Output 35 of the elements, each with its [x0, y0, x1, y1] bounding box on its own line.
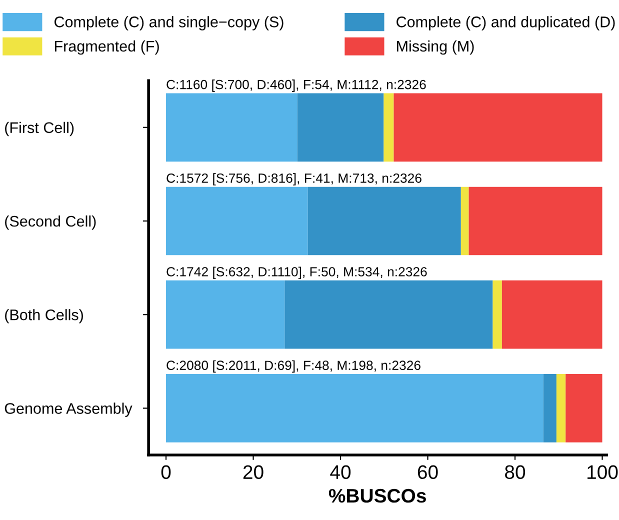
y-tick-label: (Second Cell): [5, 215, 96, 230]
bar: [556, 374, 566, 442]
x-axis-title: %BUSCOs: [328, 488, 426, 503]
x-tick-label: 60: [418, 465, 438, 480]
bar: [166, 374, 544, 442]
y-tick-label: (First Cell): [5, 122, 74, 136]
bar: [284, 280, 493, 349]
y-tick-label: Genome Assembly: [4, 402, 132, 417]
bar: [297, 93, 384, 162]
bar: [543, 374, 556, 442]
x-tick-label: 0: [161, 465, 171, 480]
legend-label: Missing (M): [397, 40, 474, 55]
bar: [502, 280, 602, 349]
bar: [308, 186, 461, 256]
annotation: C:1160 [S:700, D:460], F:54, M:1112, n:2326: [166, 80, 426, 92]
bar: [566, 374, 602, 442]
x-tick-label: 100: [588, 465, 618, 480]
bar: [166, 280, 285, 349]
annotation: C:2080 [S:2011, D:69], F:48, M:198, n:2326: [166, 360, 420, 373]
bar: [166, 93, 298, 162]
legend-label: Complete (C) and single−copy (S): [54, 16, 284, 30]
x-tick-label: 80: [505, 465, 526, 480]
bar: [384, 93, 394, 162]
legend-label: Fragmented (F): [54, 40, 159, 55]
bar: [166, 186, 308, 256]
bar: [394, 93, 602, 162]
x-tick-label: 40: [330, 465, 351, 480]
annotation: C:1572 [S:756, D:816], F:41, M:713, n:2326: [166, 173, 422, 186]
bar: [460, 186, 469, 256]
legend-label: Complete (C) and duplicated (D): [396, 16, 615, 30]
bar: [492, 280, 502, 349]
x-tick-label: 20: [243, 465, 264, 480]
y-tick-label: (Both Cells): [5, 309, 83, 324]
bar: [468, 186, 602, 256]
annotation: C:1742 [S:632, D:1110], F:50, M:534, n:2326: [166, 266, 427, 280]
